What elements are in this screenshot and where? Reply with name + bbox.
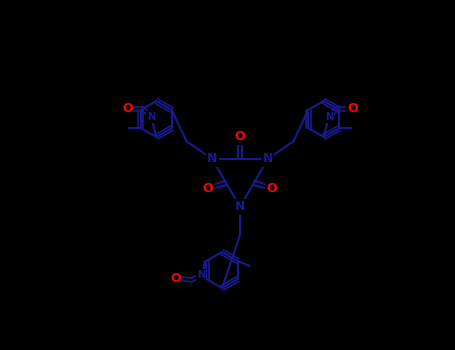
Text: O: O — [235, 131, 245, 144]
Text: N: N — [197, 270, 206, 280]
Text: N: N — [207, 153, 217, 166]
Text: N: N — [325, 112, 333, 122]
Text: O: O — [122, 103, 132, 116]
Text: O: O — [267, 182, 277, 195]
Text: O: O — [170, 272, 181, 285]
Text: N: N — [263, 153, 273, 166]
Text: O: O — [348, 103, 358, 116]
Text: N: N — [235, 201, 245, 214]
Text: O: O — [203, 182, 213, 195]
Text: N: N — [147, 112, 155, 122]
